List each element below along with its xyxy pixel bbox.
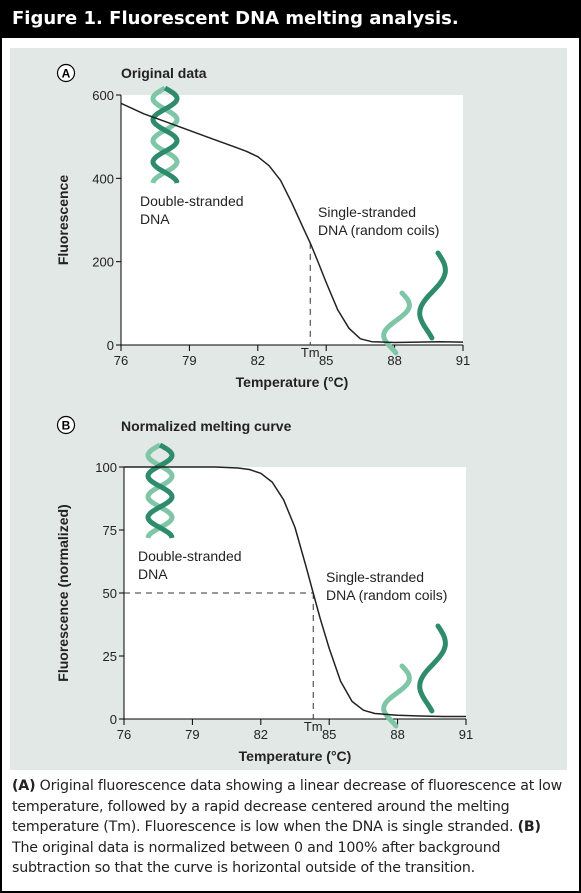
x-tick-label: 85 — [322, 727, 336, 742]
single-strand-path — [417, 250, 448, 341]
y-tick-label: 400 — [92, 171, 114, 186]
x-tick-label: 85 — [319, 353, 333, 368]
x-tick-label: 91 — [459, 727, 473, 742]
helix-strand-front — [150, 85, 180, 184]
figure-caption: (A) Original fluorescence data showing a… — [12, 776, 570, 879]
tm-label: Tm — [304, 719, 323, 734]
x-tick-label: 88 — [390, 727, 404, 742]
single-strand-icon — [381, 250, 448, 356]
y-axis-label: Fluorescence — [55, 175, 71, 265]
annotation-text: Single-stranded — [318, 204, 416, 220]
figure-panel: A Original data 0 200 400 600 76 79 82 85 88 91 Temp… — [10, 48, 567, 770]
melting-curve — [124, 466, 466, 718]
x-axis-label: Temperature (°C) — [236, 374, 349, 390]
annotation-text: Single-stranded — [326, 569, 424, 585]
x-tick-label: 82 — [251, 353, 265, 368]
y-tick-label: 0 — [110, 712, 117, 727]
x-tick-label: 88 — [387, 353, 401, 368]
x-tick-label: 82 — [254, 727, 268, 742]
y-tick-label: 0 — [107, 338, 114, 353]
caption-b-text: The original data is normalized between … — [12, 839, 501, 877]
double-helix-icon — [150, 85, 180, 184]
caption-b-label: (B) — [517, 819, 541, 835]
figure-header: Figure 1. Fluorescent DNA melting analys… — [2, 2, 579, 38]
y-axis-label: Fluorescence (normalized) — [55, 504, 71, 681]
x-tick-label: 79 — [185, 727, 199, 742]
x-tick-label: 76 — [117, 727, 131, 742]
caption-a-label: (A) — [12, 778, 36, 794]
y-tick-label: 50 — [103, 586, 117, 601]
y-tick-label: 25 — [103, 649, 117, 664]
chart-title: Original data — [121, 65, 207, 81]
caption-a-text: Original fluorescence data showing a lin… — [12, 778, 563, 835]
y-tick-label: 100 — [95, 460, 117, 475]
chart-title: Normalized melting curve — [121, 418, 292, 434]
panel-label: A — [62, 67, 71, 81]
single-strand-path — [381, 663, 412, 729]
chart-a: A Original data 0 200 400 600 76 79 82 85 88 91 Temp… — [55, 63, 470, 390]
annotation-text: DNA — [140, 211, 170, 227]
x-tick-label: 91 — [456, 353, 470, 368]
helix-strand-back — [150, 85, 180, 184]
annotation-text: DNA (random coils) — [326, 587, 447, 603]
x-tick-label: 76 — [114, 353, 128, 368]
double-helix-icon — [145, 442, 175, 539]
panel-badge — [56, 63, 76, 83]
annotation-text: DNA — [138, 566, 168, 582]
single-strand-icon — [381, 623, 448, 729]
chart-b: B Normalized melting curve 0 25 50 75 100 76 79 8… — [55, 415, 473, 764]
x-tick-label: 79 — [182, 353, 196, 368]
plot-area — [121, 95, 463, 345]
single-strand-path — [381, 290, 412, 356]
charts-svg: A Original data 0 200 400 600 76 79 82 85 88 91 Temp… — [55, 63, 473, 764]
y-tick-label: 600 — [92, 88, 114, 103]
figure-title: Figure 1. Fluorescent DNA melting analys… — [12, 8, 459, 29]
y-tick-label: 75 — [103, 523, 117, 538]
helix-strand-back — [145, 442, 175, 539]
y-tick-label: 200 — [92, 255, 114, 270]
annotation-text: Double-stranded — [138, 548, 242, 564]
single-strand-path — [417, 623, 448, 714]
panel-badge — [56, 415, 76, 435]
helix-strand-front — [145, 442, 175, 539]
annotation-text: Double-stranded — [140, 193, 244, 209]
panel-label: B — [62, 419, 71, 433]
tm-label: Tm — [301, 345, 320, 360]
annotation-text: DNA (random coils) — [318, 222, 439, 238]
melting-curve — [120, 102, 464, 344]
x-axis-label: Temperature (°C) — [239, 748, 352, 764]
